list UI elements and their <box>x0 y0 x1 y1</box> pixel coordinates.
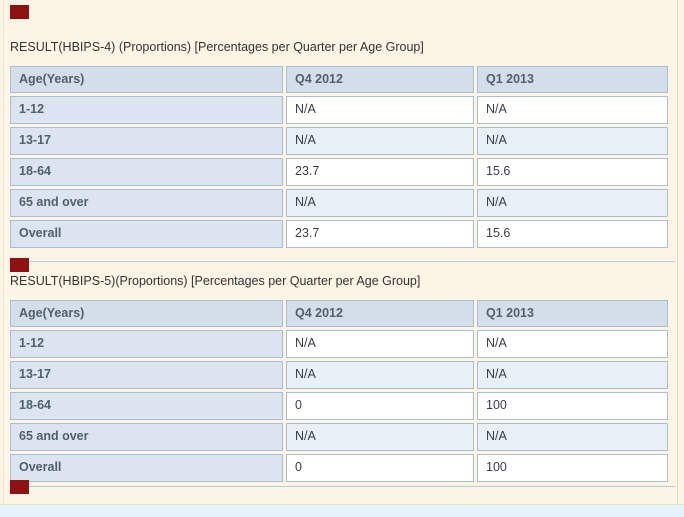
section-divider <box>10 486 675 487</box>
value-cell: N/A <box>286 423 474 451</box>
table-row: 18-64 0 100 <box>10 392 668 420</box>
value-cell: 100 <box>477 454 668 482</box>
status-indicator-icon <box>10 480 29 494</box>
age-group-cell: 13-17 <box>10 127 283 155</box>
result-section: RESULT(HBIPS-5)(Proportions) [Percentage… <box>7 274 677 487</box>
age-group-cell: 65 and over <box>10 189 283 217</box>
table-row: 13-17 N/A N/A <box>10 127 668 155</box>
value-cell: N/A <box>477 423 668 451</box>
result-section: RESULT(HBIPS-4) (Proportions) [Percentag… <box>7 40 677 262</box>
value-cell: 15.6 <box>477 158 668 186</box>
age-group-cell: 18-64 <box>10 392 283 420</box>
section-title: RESULT(HBIPS-4) (Proportions) [Percentag… <box>10 40 424 54</box>
table-header-row: Age(Years) Q4 2012 Q1 2013 <box>10 300 668 327</box>
table-row: 65 and over N/A N/A <box>10 423 668 451</box>
value-cell: N/A <box>477 330 668 358</box>
table-row: 18-64 23.7 15.6 <box>10 158 668 186</box>
value-cell: 23.7 <box>286 158 474 186</box>
value-cell: 23.7 <box>286 220 474 248</box>
table-row: Overall 23.7 15.6 <box>10 220 668 248</box>
column-header: Q1 2013 <box>477 300 668 327</box>
column-header: Q1 2013 <box>477 66 668 93</box>
value-cell: N/A <box>477 361 668 389</box>
page-right-border <box>677 0 678 505</box>
section-divider <box>10 261 675 262</box>
table-row: 1-12 N/A N/A <box>10 96 668 124</box>
age-group-cell: 65 and over <box>10 423 283 451</box>
age-group-cell: Overall <box>10 220 283 248</box>
value-cell: N/A <box>286 96 474 124</box>
value-cell: 0 <box>286 392 474 420</box>
results-table: Age(Years) Q4 2012 Q1 2013 1-12 N/A N/A 13-17… <box>7 63 671 251</box>
footer-bar <box>0 504 684 517</box>
value-cell: N/A <box>286 127 474 155</box>
column-header: Age(Years) <box>10 66 283 93</box>
age-group-cell: Overall <box>10 454 283 482</box>
table-row: 1-12 N/A N/A <box>10 330 668 358</box>
value-cell: N/A <box>477 189 668 217</box>
column-header: Q4 2012 <box>286 300 474 327</box>
table-row: 13-17 N/A N/A <box>10 361 668 389</box>
age-group-cell: 1-12 <box>10 330 283 358</box>
age-group-cell: 18-64 <box>10 158 283 186</box>
table-header-row: Age(Years) Q4 2012 Q1 2013 <box>10 66 668 93</box>
section-title: RESULT(HBIPS-5)(Proportions) [Percentage… <box>10 274 421 288</box>
value-cell: 15.6 <box>477 220 668 248</box>
age-group-cell: 1-12 <box>10 96 283 124</box>
status-indicator-icon <box>10 5 29 19</box>
value-cell: N/A <box>477 127 668 155</box>
table-row: Overall 0 100 <box>10 454 668 482</box>
column-header: Q4 2012 <box>286 66 474 93</box>
status-indicator-icon <box>10 258 29 272</box>
results-table: Age(Years) Q4 2012 Q1 2013 1-12 N/A N/A 13-17… <box>7 297 671 485</box>
value-cell: 100 <box>477 392 668 420</box>
value-cell: 0 <box>286 454 474 482</box>
table-row: 65 and over N/A N/A <box>10 189 668 217</box>
value-cell: N/A <box>286 361 474 389</box>
value-cell: N/A <box>286 330 474 358</box>
column-header: Age(Years) <box>10 300 283 327</box>
page-left-border <box>3 0 4 505</box>
value-cell: N/A <box>286 189 474 217</box>
age-group-cell: 13-17 <box>10 361 283 389</box>
report-sections: RESULT(HBIPS-4) (Proportions) [Percentag… <box>7 40 677 487</box>
value-cell: N/A <box>477 96 668 124</box>
